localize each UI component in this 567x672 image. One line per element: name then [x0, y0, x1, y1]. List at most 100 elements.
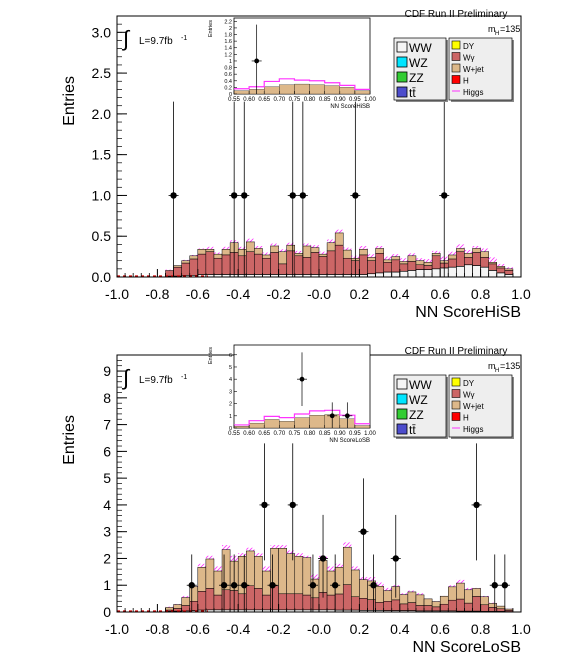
wgamma-bar	[464, 603, 472, 611]
wgamma-bar	[287, 251, 295, 275]
wgamma-bar	[408, 603, 416, 611]
y-tick-label: 1.5	[92, 147, 112, 163]
x-tick-label: 1.0	[511, 286, 531, 302]
wjet-bar	[206, 249, 214, 251]
wgamma-bar	[481, 605, 489, 612]
wgamma-bar	[206, 588, 214, 609]
wjet-bar	[456, 248, 464, 251]
inset-y-tick-label: 1.6	[224, 39, 232, 45]
inset-x-tick-label: 0.65	[258, 97, 270, 103]
inset-bar	[340, 87, 355, 94]
wjet-bar	[481, 252, 489, 258]
wgamma-bar	[489, 607, 497, 611]
wgamma-bar	[424, 606, 432, 611]
wjet-bar	[497, 606, 505, 609]
wjet-bar	[424, 262, 432, 265]
legend-label-WW: WW	[409, 378, 432, 392]
wgamma-bar	[262, 258, 270, 274]
wgamma-bar	[182, 263, 190, 275]
wgamma-bar	[489, 264, 497, 271]
lumi-superscript: -1	[181, 35, 187, 42]
legend-swatch-WW	[397, 379, 407, 389]
x-tick-label: 0.2	[350, 286, 370, 302]
inset-x-tick-label: 0.60	[243, 431, 255, 437]
wgamma-bar	[473, 596, 481, 611]
y-tick-label: 1.0	[92, 187, 112, 203]
wgamma-bar	[303, 595, 311, 610]
wgamma-bar	[287, 594, 295, 610]
wjet-bar	[246, 242, 254, 252]
wgamma-bar	[206, 252, 214, 275]
ww-bar	[424, 270, 432, 277]
wgamma-bar	[416, 606, 424, 611]
wjet-bar	[262, 571, 270, 595]
wjet-bar	[408, 592, 416, 603]
wjet-bar	[464, 253, 472, 257]
legend-label-DY: DY	[463, 379, 475, 388]
wgamma-bar	[279, 264, 287, 275]
inset-x-tick-label: 0.65	[258, 431, 270, 437]
wjet-bar	[198, 249, 206, 254]
wgamma-bar	[319, 257, 327, 275]
wjet-bar	[343, 547, 351, 584]
ww-bar	[408, 270, 416, 277]
inset-y-tick-label: 2	[229, 402, 232, 408]
wgamma-bar	[214, 258, 222, 274]
wgamma-bar	[440, 604, 448, 611]
wgamma-bar	[238, 594, 246, 610]
y-tick-label: 2.0	[92, 106, 112, 122]
y-tick-label: 3	[103, 524, 111, 540]
wjet-bar	[295, 253, 303, 255]
data-point	[352, 192, 358, 198]
inset-x-tick-label: 0.70	[273, 431, 285, 437]
ww-bar	[416, 270, 424, 277]
wgamma-bar	[311, 598, 319, 610]
wgamma-bar	[246, 586, 254, 610]
x-tick-label: 0.6	[430, 286, 450, 302]
lumi-superscript: -1	[181, 374, 187, 381]
wgamma-bar	[448, 259, 456, 267]
wgamma-bar	[367, 600, 375, 611]
inset-bar	[234, 91, 249, 94]
wgamma-bar	[432, 607, 440, 611]
legend-swatch-Wjet	[452, 401, 460, 409]
legend-label-ttbar: tt̄	[409, 423, 416, 437]
data-point	[370, 582, 376, 588]
inset-bar	[355, 91, 370, 94]
wgamma-bar	[262, 595, 270, 610]
inset-x-tick-label: 0.90	[334, 97, 346, 103]
ww-bar	[376, 273, 384, 277]
inset-x-tick-label: 0.80	[304, 97, 316, 103]
wjet-bar	[351, 570, 359, 597]
legend-label-Wjet: W+jet	[463, 402, 484, 411]
wjet-bar	[214, 254, 222, 258]
wjet-bar	[254, 556, 262, 588]
ww-bar	[481, 267, 489, 277]
chart-title: CDF Run II Preliminary	[405, 346, 508, 357]
ww-bar	[464, 265, 472, 277]
legend-label-Wjet: W+jet	[463, 65, 484, 74]
wgamma-bar	[343, 258, 351, 274]
wjet-bar	[481, 597, 489, 605]
legend-swatch-DY	[452, 41, 460, 49]
inset-data-point	[330, 413, 335, 418]
legend-swatch-ZZ	[397, 72, 407, 82]
wjet-bar	[238, 249, 246, 256]
inset-bar	[294, 84, 309, 94]
inset-y-tick-label: 6	[229, 353, 232, 359]
mass-value: =135	[500, 361, 520, 371]
data-point	[261, 502, 267, 508]
wgamma-bar	[392, 600, 400, 611]
wgamma-bar	[367, 261, 375, 274]
legend-label-WZ: WZ	[409, 56, 428, 70]
wjet-bar	[182, 261, 190, 263]
wjet-bar	[335, 233, 343, 245]
wgamma-bar	[295, 256, 303, 275]
inset-bar	[310, 85, 325, 94]
y-tick-label: 0	[103, 604, 111, 620]
wjet-bar	[359, 580, 367, 599]
y-tick-label: 0.0	[92, 269, 112, 285]
wgamma-bar	[327, 251, 335, 275]
